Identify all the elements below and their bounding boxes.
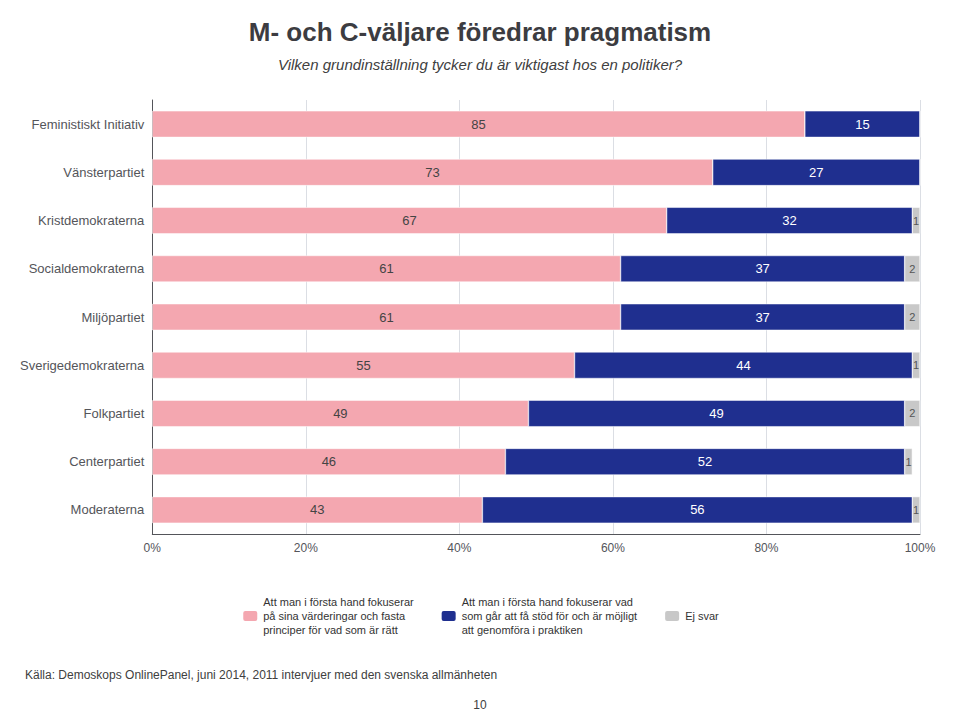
svg-text:15: 15 — [855, 117, 869, 132]
svg-text:på sina värderingar och fasta: på sina värderingar och fasta — [263, 610, 406, 622]
svg-text:Vänsterpartiet: Vänsterpartiet — [63, 165, 144, 180]
svg-text:Att man i första hand fokusera: Att man i första hand fokuserar vad — [462, 596, 633, 608]
svg-text:1: 1 — [913, 215, 919, 227]
svg-text:principer för vad som är rätt: principer för vad som är rätt — [263, 624, 398, 636]
svg-text:46: 46 — [322, 454, 336, 469]
svg-text:61: 61 — [379, 310, 393, 325]
svg-text:Socialdemokraterna: Socialdemokraterna — [29, 261, 145, 276]
svg-text:80%: 80% — [754, 541, 778, 555]
svg-text:Att man i första hand fokusera: Att man i första hand fokuserar — [263, 596, 414, 608]
svg-text:Källa: Demoskops OnlinePanel,: Källa: Demoskops OnlinePanel, juni 2014,… — [25, 668, 497, 682]
svg-text:27: 27 — [809, 165, 823, 180]
svg-text:Feministiskt Initiativ: Feministiskt Initiativ — [32, 117, 145, 132]
svg-text:55: 55 — [356, 358, 370, 373]
svg-text:Ej svar: Ej svar — [685, 610, 719, 622]
svg-text:52: 52 — [698, 454, 712, 469]
svg-text:Folkpartiet: Folkpartiet — [84, 406, 145, 421]
svg-text:2: 2 — [909, 407, 915, 419]
svg-text:67: 67 — [402, 213, 416, 228]
svg-text:1: 1 — [913, 504, 919, 516]
svg-text:Moderaterna: Moderaterna — [71, 502, 145, 517]
svg-text:20%: 20% — [294, 541, 318, 555]
svg-text:49: 49 — [709, 406, 723, 421]
svg-text:32: 32 — [782, 213, 796, 228]
svg-text:Vilken grundinställning tycker: Vilken grundinställning tycker du är vik… — [278, 56, 683, 73]
svg-text:60%: 60% — [601, 541, 625, 555]
svg-text:Centerpartiet: Centerpartiet — [69, 454, 145, 469]
svg-text:85: 85 — [471, 117, 485, 132]
svg-text:61: 61 — [379, 261, 393, 276]
svg-text:att genomföra i praktiken: att genomföra i praktiken — [462, 624, 583, 636]
svg-text:100%: 100% — [905, 541, 936, 555]
svg-text:Miljöpartiet: Miljöpartiet — [81, 310, 144, 325]
svg-text:73: 73 — [425, 165, 439, 180]
svg-text:44: 44 — [736, 358, 750, 373]
svg-text:43: 43 — [310, 502, 324, 517]
svg-text:10: 10 — [473, 698, 487, 712]
svg-text:56: 56 — [690, 502, 704, 517]
svg-text:som går att få stöd för och är: som går att få stöd för och är möjligt — [462, 610, 637, 622]
svg-text:37: 37 — [755, 261, 769, 276]
svg-text:0%: 0% — [144, 541, 162, 555]
svg-text:2: 2 — [909, 311, 915, 323]
svg-text:40%: 40% — [447, 541, 471, 555]
svg-text:Kristdemokraterna: Kristdemokraterna — [38, 213, 145, 228]
svg-text:1: 1 — [913, 359, 919, 371]
svg-text:M- och C-väljare föredrar prag: M- och C-väljare föredrar pragmatism — [249, 17, 711, 47]
svg-text:Sverigedemokraterna: Sverigedemokraterna — [20, 358, 145, 373]
svg-text:2: 2 — [909, 263, 915, 275]
svg-text:37: 37 — [755, 310, 769, 325]
svg-text:49: 49 — [333, 406, 347, 421]
svg-text:1: 1 — [905, 456, 911, 468]
